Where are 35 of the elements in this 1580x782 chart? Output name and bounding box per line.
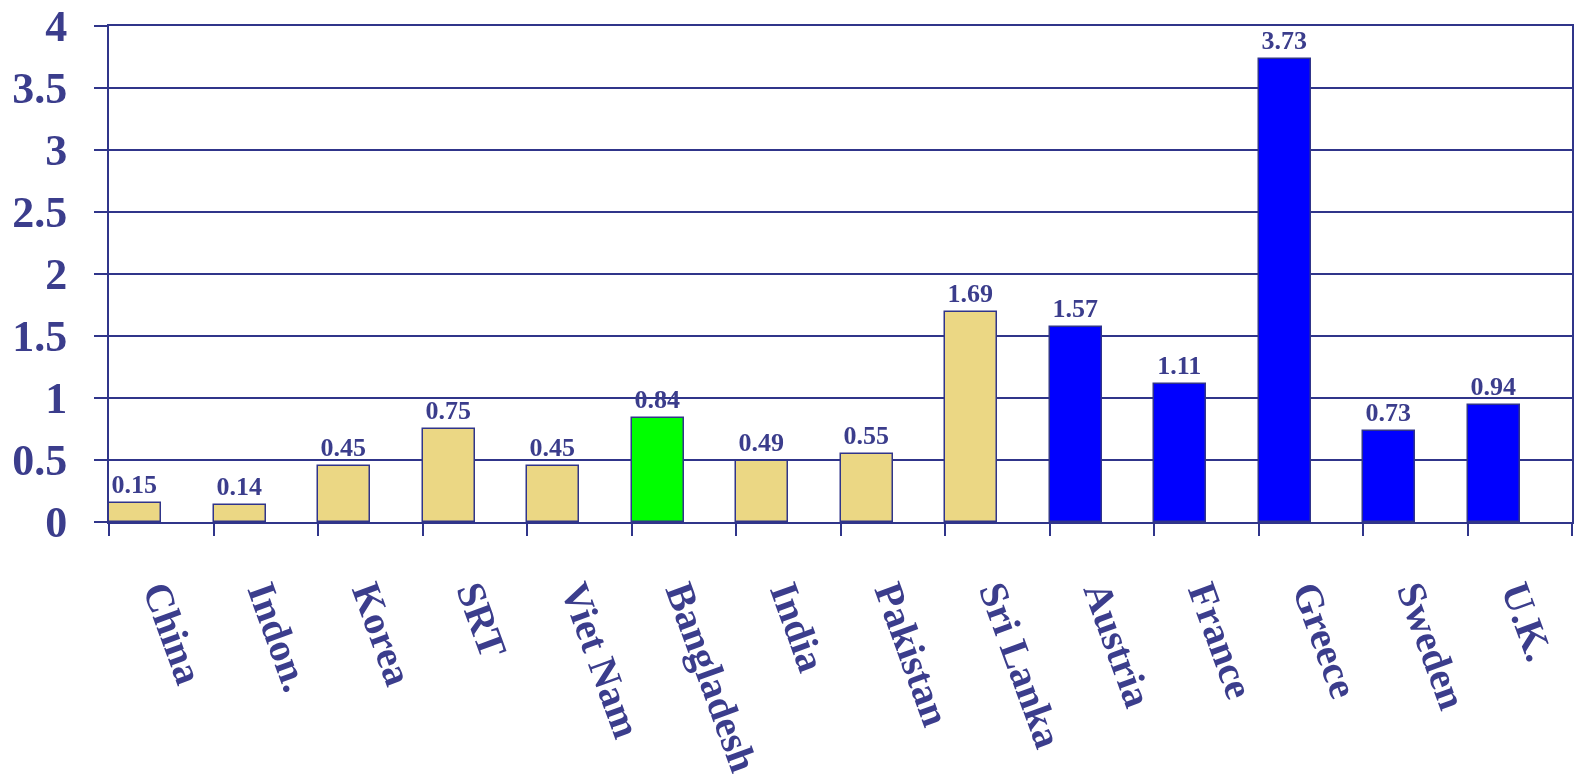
y-tick-label: 3 — [45, 126, 68, 176]
x-tick-label: France — [1179, 576, 1263, 705]
data-label: 0.75 — [425, 396, 471, 426]
y-tick-label: 4 — [45, 2, 68, 52]
y-tick-label: 0.5 — [12, 436, 68, 486]
data-label: 0.49 — [738, 428, 784, 458]
data-label: 0.94 — [1470, 372, 1516, 402]
x-tick-label: U.K. — [1492, 576, 1563, 668]
y-tick-label: 1.5 — [12, 312, 68, 362]
y-tick-label: 2.5 — [12, 188, 68, 238]
x-tick-label: Austria — [1074, 576, 1161, 714]
x-tick-label: Viet Nam — [552, 576, 650, 744]
data-label: 1.57 — [1052, 294, 1098, 324]
x-tick-label: Pakistan — [865, 576, 959, 732]
x-tick-label: Sweden — [1388, 576, 1476, 716]
y-tick-label: 3.5 — [12, 64, 68, 114]
data-label: 0.55 — [843, 421, 889, 451]
data-label: 0.14 — [216, 472, 262, 502]
x-tick-label: Korea — [343, 576, 422, 692]
x-tick-label: Greece — [1283, 576, 1367, 704]
data-label: 1.11 — [1157, 351, 1202, 381]
x-tick-label: Sri Lanka — [970, 576, 1072, 754]
y-tick-label: 1 — [45, 374, 68, 424]
x-tick-label: SRT — [447, 576, 517, 665]
x-tick-label: India — [761, 576, 835, 678]
y-tick-label: 2 — [45, 250, 68, 300]
x-tick-label: Indon. — [238, 576, 320, 698]
y-tick-label: 0 — [45, 498, 68, 548]
x-tick-label: China — [134, 576, 213, 691]
data-label: 0.73 — [1365, 398, 1411, 428]
data-label: 0.45 — [320, 433, 366, 463]
data-label: 0.45 — [529, 433, 575, 463]
data-label: 1.69 — [947, 279, 993, 309]
data-label: 3.73 — [1261, 26, 1307, 56]
data-label: 0.15 — [111, 470, 157, 500]
